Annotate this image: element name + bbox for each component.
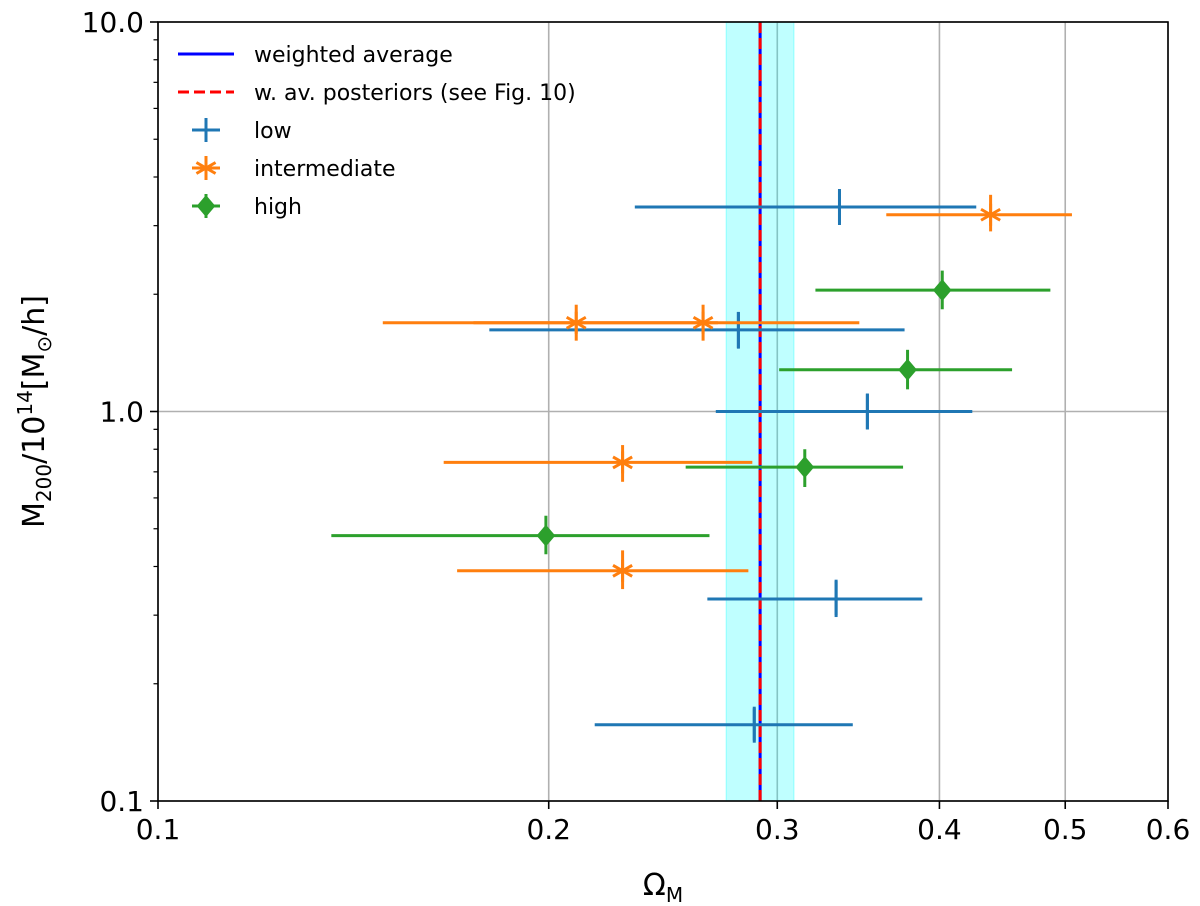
- x-axis-label: ΩM: [643, 868, 683, 906]
- high-data-point: [815, 270, 1051, 310]
- low-data-point: [489, 311, 905, 349]
- legend-label: high: [254, 195, 302, 220]
- legend-plus-swatch: [192, 118, 220, 142]
- intermediate-data-point: [457, 550, 749, 590]
- high-data-point: [779, 349, 1013, 390]
- x-tick-label: 0.4: [917, 813, 962, 846]
- y-axis-label: M200/1014[M⊙/h]: [13, 295, 56, 528]
- series-low: [489, 188, 977, 743]
- star-marker: [612, 451, 633, 474]
- legend-label: w. av. posteriors (see Fig. 10): [254, 81, 576, 106]
- diamond-marker: [932, 279, 952, 302]
- diamond-marker: [536, 524, 556, 547]
- legend-label: intermediate: [254, 157, 396, 182]
- y-tick-label: 10.0: [82, 6, 144, 39]
- low-data-point: [715, 393, 973, 430]
- intermediate-data-point: [473, 304, 860, 341]
- legend: weighted average w. av. posteriors (see F…: [178, 43, 576, 220]
- legend-item-high: high: [192, 194, 302, 220]
- low-data-point: [707, 579, 923, 618]
- x-tick-label: 0.1: [136, 813, 181, 846]
- grid: [157, 21, 1169, 802]
- intermediate-data-point: [443, 445, 753, 482]
- legend-item-low: low: [192, 118, 292, 144]
- legend-item-w: w. av. posteriors (see Fig. 10): [178, 81, 576, 106]
- x-tick-label: 0.2: [526, 813, 571, 846]
- legend-item-weighted: weighted average: [178, 43, 453, 68]
- star-marker: [692, 311, 714, 334]
- x-tick-label: 0.6: [1146, 813, 1191, 846]
- series-high: [331, 270, 1051, 555]
- x-tick-label: 0.3: [755, 813, 800, 846]
- intermediate-data-point: [886, 194, 1072, 232]
- x-tick-label: 0.5: [1043, 813, 1088, 846]
- low-data-point: [594, 706, 853, 743]
- axis-ticks: 0.1 0.2 0.3 0.4 0.5 0.6 0.1 1.0 10.0: [82, 6, 1191, 846]
- legend-label: low: [254, 119, 292, 144]
- legend-diamond-swatch: [192, 194, 220, 218]
- low-data-point: [634, 188, 977, 225]
- series-intermediate: [382, 194, 1072, 590]
- data-series: [331, 188, 1072, 743]
- legend-item-intermediate: intermediate: [192, 156, 396, 182]
- diamond-marker: [795, 456, 815, 479]
- legend-star-swatch: [192, 156, 220, 180]
- star-marker: [612, 559, 633, 582]
- diamond-marker: [898, 358, 917, 381]
- y-tick-label: 0.1: [99, 785, 144, 818]
- high-data-point: [331, 515, 710, 555]
- y-tick-label: 1.0: [99, 396, 144, 429]
- star-marker: [980, 203, 1001, 226]
- high-data-point: [685, 449, 904, 487]
- legend-label: weighted average: [254, 43, 453, 68]
